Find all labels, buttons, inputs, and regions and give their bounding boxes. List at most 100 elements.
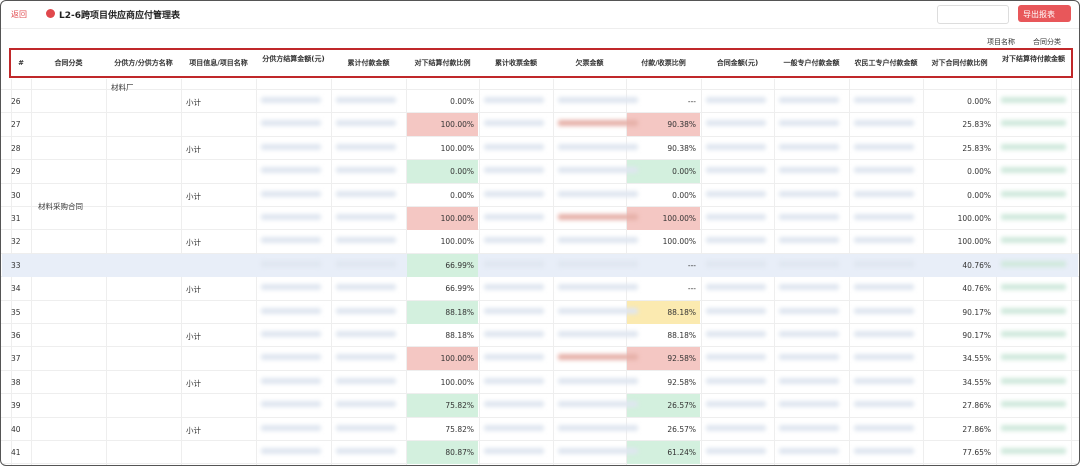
blurred-value <box>706 260 766 267</box>
divider <box>1 28 1079 29</box>
subtotal-label: 小计 <box>186 285 201 295</box>
contract-ratio: 34.55% <box>962 377 991 387</box>
blurred-value <box>854 260 914 267</box>
column-header: 合同金额(元) <box>716 59 759 67</box>
back-link[interactable]: 返回 <box>11 10 27 19</box>
row-number: 29 <box>11 167 21 177</box>
blurred-value <box>261 237 321 244</box>
blurred-value <box>484 260 544 267</box>
blurred-value <box>706 307 766 314</box>
filter-dropdown[interactable]: 项目名称 <box>987 38 1015 46</box>
blurred-value <box>558 448 638 454</box>
blurred-value <box>706 331 766 337</box>
row-line <box>1 463 1079 465</box>
contract-ratio: 100.00% <box>957 237 991 247</box>
blurred-value <box>779 143 839 150</box>
recv-ratio: 90.38% <box>667 143 696 153</box>
row-line <box>1 440 1079 441</box>
filter-dropdown[interactable]: 合同分类 <box>1033 38 1061 46</box>
blurred-value <box>706 401 766 408</box>
blurred-value <box>706 214 766 220</box>
blurred-value <box>336 167 396 174</box>
blurred-value <box>558 214 638 220</box>
contract-ratio: 25.83% <box>962 120 991 130</box>
recv-ratio: 90.38% <box>667 120 696 130</box>
recv-ratio: 0.00% <box>672 190 696 200</box>
recv-ratio: 0.00% <box>672 167 696 177</box>
column-header: 农民工专户付款金额 <box>854 59 918 67</box>
row-number: 32 <box>11 237 21 247</box>
blurred-value <box>558 401 638 408</box>
row-line <box>1 159 1079 161</box>
blurred-value <box>854 167 914 174</box>
settle-ratio: 100.00% <box>440 237 474 247</box>
blurred-value <box>1001 143 1066 150</box>
blurred-value <box>779 167 839 174</box>
recv-ratio-bg <box>627 207 700 230</box>
settle-ratio-bg <box>407 441 478 464</box>
row-number: 39 <box>11 401 21 411</box>
settle-ratio: 80.87% <box>445 448 474 457</box>
blurred-value <box>558 424 638 431</box>
settle-ratio-bg <box>407 300 478 324</box>
blurred-value <box>484 120 544 127</box>
blurred-value <box>484 190 544 197</box>
blurred-value <box>484 331 544 337</box>
blurred-value <box>336 190 396 197</box>
settle-ratio-bg <box>407 207 478 230</box>
blurred-value <box>706 448 766 454</box>
blurred-value <box>336 331 396 337</box>
subtotal-label: 小计 <box>186 238 201 248</box>
recv-ratio-bg <box>627 347 700 371</box>
blurred-value <box>779 307 839 314</box>
blurred-value <box>336 401 396 408</box>
blurred-value <box>261 167 321 174</box>
settle-ratio: 88.18% <box>445 307 474 317</box>
recv-ratio-bg <box>627 441 700 464</box>
blurred-value <box>558 284 638 291</box>
blurred-value <box>484 448 544 454</box>
blurred-value <box>854 401 914 408</box>
column-header: 欠票金额 <box>575 59 604 67</box>
blurred-value <box>1001 377 1066 384</box>
blurred-value <box>1001 284 1066 291</box>
blurred-value <box>1001 97 1066 103</box>
row-number: 33 <box>11 260 21 270</box>
blurred-value <box>261 354 321 361</box>
blurred-value <box>706 167 766 174</box>
recv-ratio: 61.24% <box>667 448 696 457</box>
blurred-value <box>558 143 638 150</box>
row-line <box>1 135 1079 137</box>
row-line <box>1 346 1079 348</box>
subtotal-label: 小计 <box>186 191 201 201</box>
blurred-value <box>1001 448 1066 454</box>
blurred-value <box>261 401 321 408</box>
view-toggles[interactable] <box>937 5 1009 24</box>
row-line <box>1 229 1079 231</box>
contract-ratio: 0.00% <box>967 190 991 200</box>
blurred-value <box>336 143 396 150</box>
contract-ratio: 90.17% <box>962 307 991 317</box>
row-number: 41 <box>11 448 21 457</box>
blurred-value <box>336 97 396 103</box>
settle-ratio: 0.00% <box>450 190 474 200</box>
blurred-value <box>261 120 321 127</box>
row-line <box>1 112 1079 114</box>
settle-ratio: 75.82% <box>445 424 474 434</box>
contract-ratio: 27.86% <box>962 424 991 434</box>
export-button[interactable] <box>1018 5 1071 22</box>
recv-ratio-bg <box>627 300 700 324</box>
settle-ratio-bg <box>407 253 478 277</box>
blurred-value <box>706 97 766 103</box>
export-label[interactable]: 导出报表 <box>1023 10 1055 19</box>
row-number: 30 <box>11 190 21 200</box>
row-number: 28 <box>11 143 21 153</box>
row-line <box>1 299 1079 301</box>
subtotal-label: 小计 <box>186 425 201 435</box>
row-line <box>1 252 1079 254</box>
blurred-value <box>336 120 396 127</box>
blurred-value <box>558 331 638 337</box>
recv-ratio: --- <box>687 260 696 270</box>
blurred-value <box>854 331 914 337</box>
blurred-value <box>558 307 638 314</box>
